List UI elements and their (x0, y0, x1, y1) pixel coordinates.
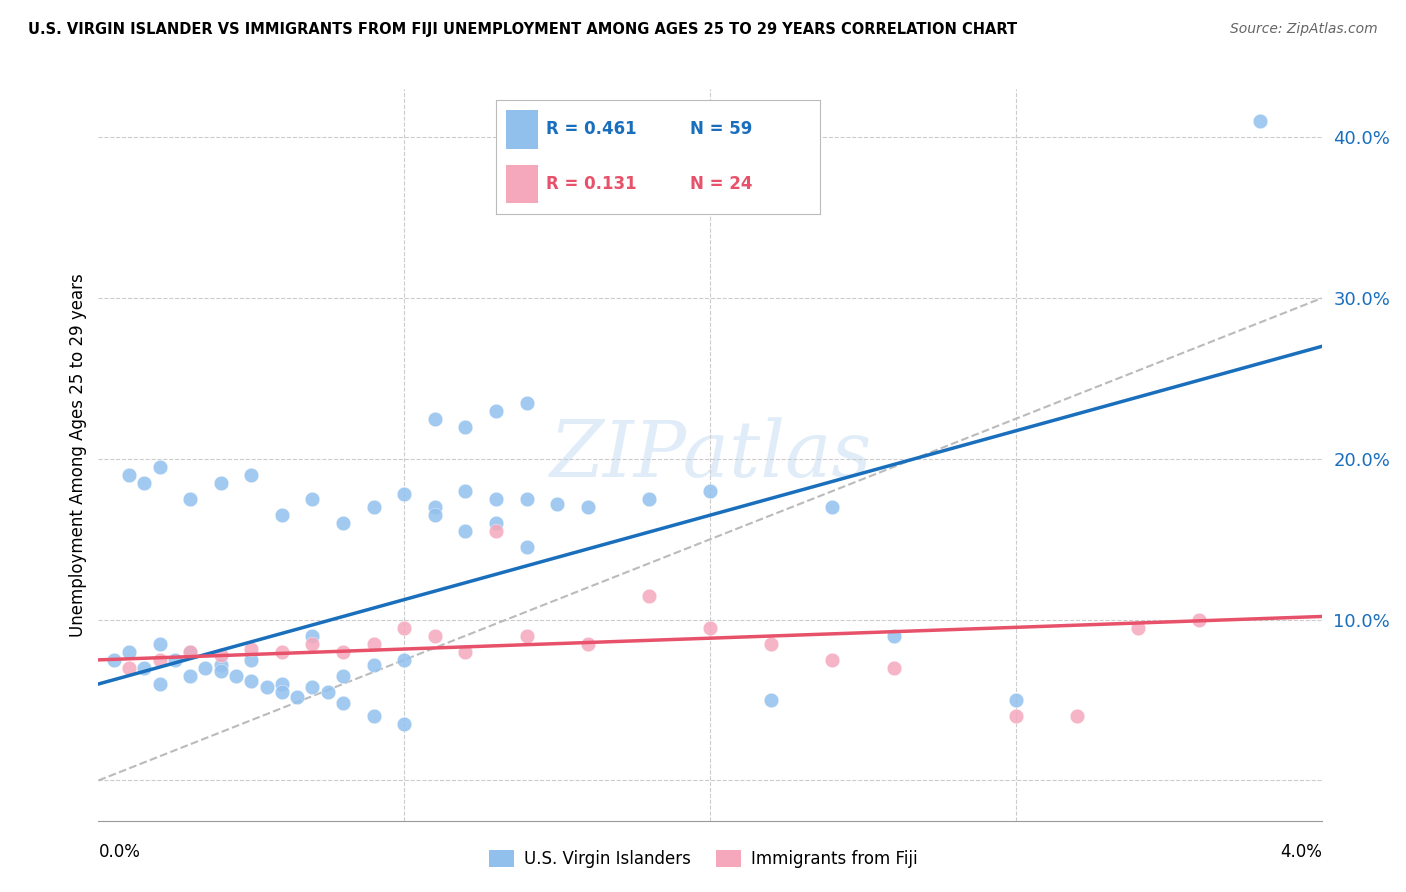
Point (883, 629, 905, 643)
Point (516, 541, 538, 555)
Point (699, 621, 721, 635)
Y-axis label: Unemployment Among Ages 25 to 29 years: Unemployment Among Ages 25 to 29 years (69, 273, 87, 637)
Point (240, 673, 263, 688)
Point (301, 629, 323, 643)
Point (270, 645, 294, 659)
Point (118, 645, 141, 659)
Point (546, 497, 568, 511)
Point (316, 685, 339, 699)
Point (883, 661, 905, 675)
Point (179, 669, 201, 683)
Point (516, 629, 538, 643)
Point (163, 653, 186, 667)
Point (637, 492, 661, 507)
Point (423, 629, 446, 643)
Point (194, 661, 217, 675)
Text: Source: ZipAtlas.com: Source: ZipAtlas.com (1230, 22, 1378, 37)
Point (363, 500, 385, 515)
Point (1188, 613, 1211, 627)
Point (301, 637, 323, 651)
Point (454, 484, 477, 499)
Point (179, 645, 201, 659)
Point (179, 645, 201, 659)
Text: 0.0%: 0.0% (98, 843, 141, 861)
Point (1128, 621, 1150, 635)
Point (485, 403, 508, 417)
Point (392, 487, 416, 501)
Point (149, 653, 172, 667)
Point (454, 645, 477, 659)
Text: U.S. VIRGIN ISLANDER VS IMMIGRANTS FROM FIJI UNEMPLOYMENT AMONG AGES 25 TO 29 YE: U.S. VIRGIN ISLANDER VS IMMIGRANTS FROM … (28, 22, 1018, 37)
Point (516, 492, 538, 507)
Point (576, 637, 599, 651)
Point (118, 661, 141, 675)
Point (240, 468, 263, 483)
Point (363, 657, 385, 672)
Point (332, 669, 354, 683)
Point (485, 516, 508, 531)
Point (134, 661, 156, 675)
Point (118, 468, 141, 483)
Point (270, 677, 294, 691)
Point (699, 484, 721, 499)
Point (485, 524, 508, 539)
Text: 4.0%: 4.0% (1279, 843, 1322, 861)
Legend: U.S. Virgin Islanders, Immigrants from Fiji: U.S. Virgin Islanders, Immigrants from F… (482, 843, 924, 875)
Point (392, 621, 416, 635)
Point (423, 411, 446, 425)
Point (134, 476, 156, 491)
Point (270, 508, 294, 523)
Point (392, 717, 416, 731)
Point (209, 664, 232, 678)
Point (285, 690, 308, 704)
Point (759, 637, 782, 651)
Point (209, 648, 232, 662)
Point (301, 680, 323, 694)
Point (1004, 709, 1026, 723)
Text: ZIPatlas: ZIPatlas (548, 417, 872, 493)
Point (179, 492, 201, 507)
Point (821, 653, 844, 667)
Point (103, 653, 125, 667)
Point (1004, 693, 1026, 707)
Point (332, 696, 354, 710)
Point (209, 657, 232, 672)
Point (209, 476, 232, 491)
Point (240, 641, 263, 656)
Point (149, 460, 172, 475)
Point (225, 669, 247, 683)
Point (423, 508, 446, 523)
Point (1066, 709, 1088, 723)
Point (1249, 114, 1271, 128)
Point (332, 516, 354, 531)
Point (301, 492, 323, 507)
Point (423, 500, 446, 515)
Point (332, 645, 354, 659)
Point (454, 419, 477, 434)
Point (576, 500, 599, 515)
Point (363, 709, 385, 723)
Point (149, 677, 172, 691)
Point (363, 637, 385, 651)
Point (149, 637, 172, 651)
Point (454, 524, 477, 539)
Point (516, 395, 538, 409)
Point (392, 653, 416, 667)
Point (759, 693, 782, 707)
Point (240, 653, 263, 667)
Point (256, 680, 278, 694)
Point (270, 685, 294, 699)
Point (637, 589, 661, 603)
Point (485, 492, 508, 507)
Point (821, 500, 844, 515)
